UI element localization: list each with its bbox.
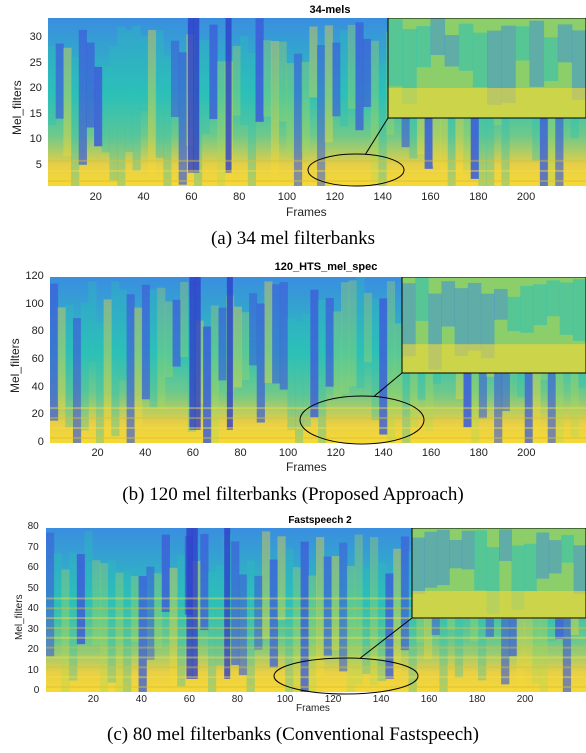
x-tick-label: 200 (516, 191, 536, 203)
x-tick-label: 120 (324, 694, 342, 705)
x-tick-label: 180 (468, 694, 486, 705)
caption-a: (a) 34 mel filterbanks (210, 228, 376, 249)
x-tick-label: 60 (183, 694, 195, 705)
y-tick-label: 40 (31, 380, 44, 393)
plot-title-b: 120_HTS_mel_spec (274, 261, 378, 273)
y-tick-label: 10 (29, 133, 42, 146)
x-tick-label: 80 (231, 694, 243, 705)
y-tick-label: 30 (29, 31, 42, 44)
plot-title-a: 34-mels (309, 4, 351, 16)
x-tick-label: 20 (91, 447, 104, 459)
x-tick-label: 60 (186, 447, 199, 459)
y-tick-label: 80 (27, 521, 39, 532)
y-tick-label: 0 (37, 436, 44, 448)
y-tick-label: 120 (25, 270, 44, 282)
y-tick-label: 25 (29, 56, 42, 69)
spectrogram-b (50, 277, 586, 443)
x-tick-label: 140 (373, 191, 392, 203)
x-tick-label: 200 (516, 694, 534, 705)
y-tick-label: 100 (25, 297, 44, 310)
ylabel-a: Mel_filters (10, 80, 24, 135)
ylabel-b: Mel_filters (8, 338, 22, 393)
x-tick-label: 100 (277, 191, 297, 203)
xlabel-a: Frames (286, 205, 327, 219)
plot-title-c: Fastspeech 2 (288, 515, 352, 526)
spectrogram-c (46, 528, 586, 692)
x-tick-label: 180 (469, 447, 488, 459)
x-tick-label: 160 (420, 694, 438, 705)
y-tick-label: 70 (27, 541, 39, 553)
y-tick-label: 60 (31, 353, 44, 365)
x-tick-label: 160 (421, 191, 440, 203)
ylabel-c: Mel_filters (14, 594, 25, 640)
y-tick-label: 5 (35, 158, 42, 171)
y-tick-label: 40 (27, 603, 39, 614)
xlabel-c: Frames (296, 703, 330, 714)
x-tick-label: 80 (233, 191, 246, 203)
spectrogram-a (48, 18, 586, 186)
x-tick-label: 120 (326, 447, 345, 459)
x-tick-label: 140 (374, 447, 393, 459)
y-tick-label: 0 (33, 685, 40, 696)
x-tick-label: 40 (139, 447, 152, 459)
x-tick-label: 60 (185, 191, 198, 203)
x-tick-label: 40 (137, 191, 150, 203)
y-tick-label: 20 (27, 644, 39, 655)
caption-b: (b) 120 mel filterbanks (Proposed Approa… (122, 484, 464, 505)
y-tick-label: 20 (29, 82, 42, 95)
y-tick-label: 10 (27, 664, 39, 676)
x-tick-label: 40 (135, 694, 147, 705)
x-tick-label: 160 (421, 447, 441, 459)
caption-c: (c) 80 mel filterbanks (Conventional Fas… (107, 724, 479, 745)
xlabel-b: Frames (286, 460, 327, 474)
x-tick-label: 20 (87, 694, 99, 705)
x-tick-label: 100 (276, 694, 294, 705)
x-tick-label: 80 (234, 447, 247, 459)
y-tick-label: 20 (31, 408, 44, 421)
x-tick-label: 200 (517, 447, 536, 459)
y-tick-label: 50 (27, 582, 39, 594)
x-tick-label: 120 (325, 191, 344, 203)
y-tick-label: 60 (27, 562, 39, 573)
y-tick-label: 15 (29, 107, 42, 120)
x-tick-label: 20 (89, 191, 102, 203)
x-tick-label: 180 (469, 191, 488, 203)
y-tick-label: 30 (27, 623, 39, 635)
x-tick-label: 100 (278, 447, 298, 459)
x-tick-label: 140 (372, 694, 390, 705)
y-tick-label: 80 (31, 325, 44, 338)
